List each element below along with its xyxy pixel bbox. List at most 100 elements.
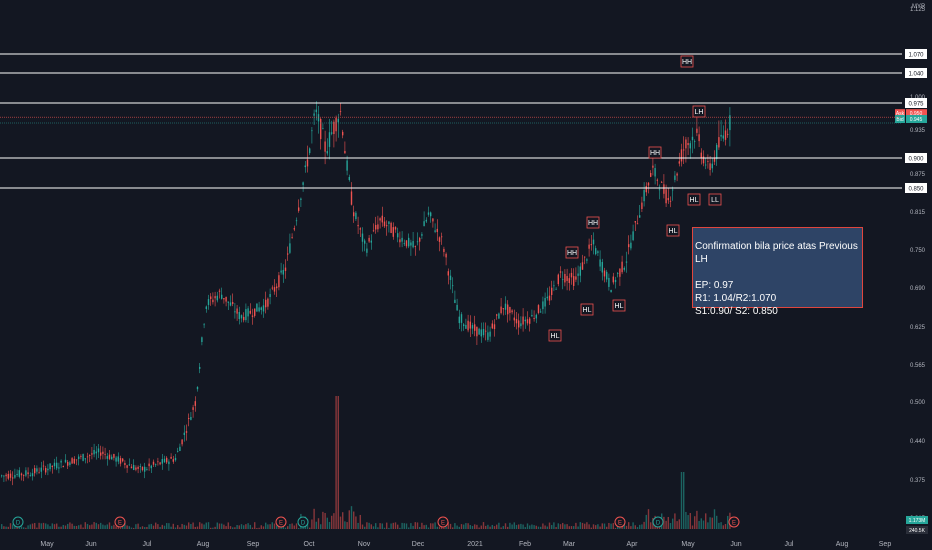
volume-bar — [573, 526, 575, 529]
candle-body — [452, 285, 454, 287]
volume-bar — [414, 522, 416, 529]
candle-body — [485, 330, 487, 332]
volume-bar — [324, 512, 326, 529]
candle-body — [621, 261, 623, 273]
volume-bar — [357, 522, 359, 529]
price-level-tag — [905, 98, 927, 108]
candle-body — [359, 228, 361, 230]
candle-body — [221, 294, 223, 299]
volume-bar — [346, 522, 348, 529]
candle-body — [438, 237, 441, 242]
candle-body — [108, 454, 111, 459]
volume-bar — [425, 524, 427, 529]
volume-bar — [190, 524, 192, 529]
candle-body — [100, 452, 102, 456]
volume-bar — [71, 523, 73, 529]
candle-body — [95, 451, 97, 454]
volume-bar — [392, 522, 394, 529]
y-tick-label: 0.440 — [910, 439, 926, 445]
volume-bar — [179, 527, 181, 529]
volume-bar — [177, 525, 179, 529]
x-tick-label: Feb — [519, 541, 531, 548]
candle-body — [291, 236, 293, 238]
volume-bar — [694, 516, 696, 529]
volume-bar — [342, 512, 344, 529]
volume-bar — [476, 524, 478, 529]
candle-body — [75, 459, 78, 461]
volume-bar — [172, 523, 174, 529]
candle-body — [23, 474, 25, 476]
price-level-label: 0.975 — [908, 102, 924, 108]
volume-bar — [588, 524, 590, 529]
volume-bar — [3, 526, 5, 529]
volume-bar — [416, 522, 419, 529]
volume-bar — [570, 526, 573, 529]
pattern-label-box — [548, 329, 562, 342]
volume-bar — [452, 527, 454, 529]
volume-bar — [157, 524, 159, 529]
volume-bar — [350, 506, 353, 529]
pattern-label-box — [565, 246, 579, 259]
volume-bar — [311, 519, 313, 529]
volume-bar — [38, 522, 40, 529]
volume-bar — [86, 523, 89, 529]
candle-body — [337, 118, 339, 123]
volume-bar — [689, 513, 691, 529]
y-axis-unit: MYR — [912, 4, 926, 10]
volume-bar — [221, 523, 223, 529]
volume-bar — [333, 513, 335, 529]
candle-body — [614, 279, 617, 283]
volume-bar — [192, 522, 194, 529]
candle-body — [331, 132, 333, 134]
candle-body — [480, 329, 482, 337]
candle-body — [273, 287, 276, 292]
candle-body — [581, 262, 584, 270]
volume-bar — [232, 527, 234, 529]
volume-bar — [597, 524, 599, 529]
volume-bar — [665, 520, 667, 529]
event-marker — [652, 516, 664, 528]
volume-bar — [678, 519, 680, 529]
volume-bar — [555, 527, 557, 529]
volume-bar — [487, 524, 489, 529]
annotation-note[interactable]: Confirmation bila price atas Previous LH… — [692, 227, 863, 317]
candle-body — [610, 290, 612, 293]
pattern-label: HH — [567, 250, 577, 257]
volume-bar — [601, 523, 603, 529]
x-tick-label: May — [40, 541, 54, 548]
candle-body — [548, 295, 551, 301]
volume-bar — [713, 509, 716, 529]
candle-body — [603, 270, 606, 277]
volume-bar — [460, 524, 463, 529]
candle-body — [522, 316, 524, 325]
candle-body — [36, 468, 38, 472]
volume-bar — [124, 522, 126, 529]
candle-body — [12, 477, 14, 479]
volume-bar — [507, 526, 509, 529]
volume-bar — [67, 523, 69, 529]
volume-bar — [381, 523, 383, 529]
x-tick-label: Apr — [627, 541, 639, 548]
candle-body — [152, 461, 155, 465]
volume-bar — [491, 524, 493, 529]
candle-body — [388, 221, 390, 224]
candle-body — [421, 234, 423, 236]
volume-bar — [339, 516, 342, 529]
candle-body — [601, 262, 603, 273]
candle-body — [49, 463, 51, 470]
candle-body — [238, 311, 240, 320]
candle-body — [546, 296, 548, 299]
candle-body — [27, 472, 29, 475]
candle-body — [280, 270, 282, 273]
pattern-label: HL — [690, 197, 699, 204]
candle-body — [254, 308, 256, 316]
volume-bar — [709, 517, 711, 529]
volume-bar — [698, 520, 700, 529]
pattern-label: HH — [650, 150, 660, 157]
volume-bar — [23, 527, 25, 529]
volume-bar — [529, 525, 531, 529]
volume-bar — [716, 515, 718, 529]
candle-body — [469, 321, 471, 329]
volume-bar — [141, 526, 144, 529]
